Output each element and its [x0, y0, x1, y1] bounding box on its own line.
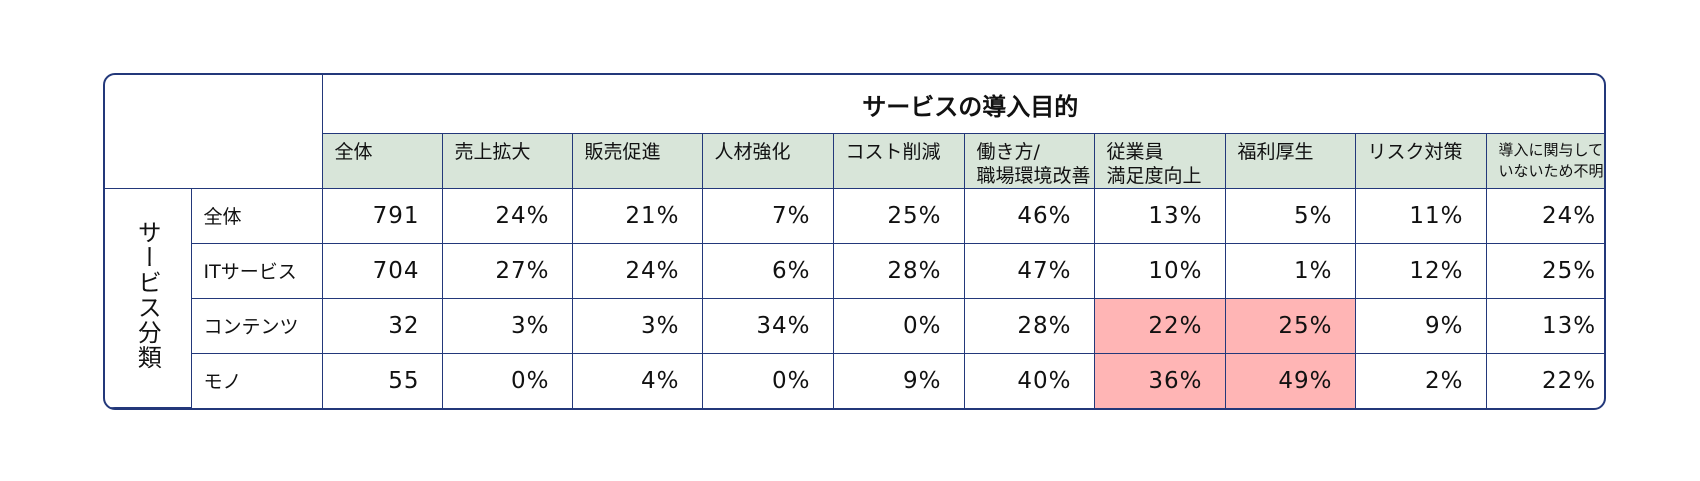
- column-header: 従業員 満足度向上: [1093, 133, 1226, 189]
- table-cell: 704: [321, 242, 443, 299]
- column-header: 福利厚生: [1224, 133, 1356, 189]
- column-header: 導入に関与して いないため不明: [1485, 133, 1604, 189]
- table-cell: 10%: [1093, 242, 1226, 299]
- table-cell: 5%: [1224, 188, 1356, 244]
- column-header: 人材強化: [701, 133, 834, 189]
- table-cell: 22%: [1093, 297, 1226, 354]
- column-header: コスト削減: [832, 133, 965, 189]
- table-cell: 1%: [1224, 242, 1356, 299]
- table-row: モノ 55 0% 4% 0% 9% 40% 36% 49% 2% 22%: [105, 352, 1604, 408]
- table-title: サービスの導入目的: [321, 75, 1604, 134]
- data-table-frame: サービスの導入目的 全体 売上拡大 販売促進 人材強化 コスト削減 働き方/職場環境改善従…: [103, 73, 1606, 410]
- table-row: コンテンツ 32 3% 3% 34% 0% 28% 22% 25% 9% 13%: [105, 297, 1604, 354]
- column-header: 売上拡大: [441, 133, 573, 189]
- table-cell: 46%: [963, 188, 1095, 244]
- column-header: 販売促進: [571, 133, 703, 189]
- table-row: ITサービス 704 27% 24% 6% 28% 47% 10% 1% 12% 25%: [105, 242, 1604, 299]
- column-header: 働き方/職場環境改善: [963, 133, 1095, 189]
- table-cell: 4%: [571, 352, 703, 408]
- row-label: コンテンツ: [191, 297, 323, 354]
- table-cell: 40%: [963, 352, 1095, 408]
- table-cell: 11%: [1354, 188, 1487, 244]
- row-label: 全体: [190, 188, 323, 244]
- corner-cell: [105, 75, 323, 189]
- table-cell: 0%: [441, 352, 573, 408]
- table-cell: 28%: [963, 297, 1095, 354]
- table-cell: 791: [321, 188, 443, 244]
- table-row: サービス分類 全体 791 24% 21% 7% 25% 46% 13% 5% 11% 24%: [105, 188, 1604, 408]
- column-header: 全体: [322, 133, 443, 189]
- table-cell: 49%: [1224, 352, 1356, 408]
- table-cell: 55: [321, 352, 443, 408]
- table-cell: 24%: [441, 188, 573, 244]
- table-cell: 25%: [1485, 242, 1604, 299]
- table-cell: 24%: [1485, 188, 1604, 244]
- table-cell: 6%: [701, 242, 834, 299]
- table-cell: 34%: [701, 297, 834, 354]
- table-cell: 25%: [832, 188, 965, 244]
- row-label: ITサービス: [191, 242, 323, 299]
- table-cell: 13%: [1093, 188, 1226, 244]
- row-group-label: サービス分類: [105, 188, 192, 408]
- table-cell: 0%: [832, 297, 965, 354]
- table-cell: 12%: [1354, 242, 1487, 299]
- table-cell: 7%: [701, 188, 834, 244]
- table-cell: 0%: [701, 352, 834, 408]
- table-cell: 2%: [1354, 352, 1487, 408]
- table-cell: 22%: [1485, 352, 1604, 408]
- purpose-table: サービスの導入目的 全体 売上拡大 販売促進 人材強化 コスト削減 働き方/職場環境改善従…: [105, 75, 1604, 408]
- table-cell: 9%: [832, 352, 965, 408]
- table-cell: 32: [321, 297, 443, 354]
- table-cell: 36%: [1093, 352, 1226, 408]
- row-label: モノ: [191, 352, 323, 408]
- table-cell: 47%: [963, 242, 1095, 299]
- table-cell: 27%: [441, 242, 573, 299]
- table-cell: 3%: [571, 297, 703, 354]
- table-cell: 28%: [832, 242, 965, 299]
- table-cell: 9%: [1354, 297, 1487, 354]
- table-cell: 3%: [441, 297, 573, 354]
- column-header: リスク対策: [1354, 133, 1487, 189]
- table-cell: 13%: [1485, 297, 1604, 354]
- table-cell: 24%: [571, 242, 703, 299]
- table-cell: 21%: [571, 188, 703, 244]
- table-cell: 25%: [1224, 297, 1356, 354]
